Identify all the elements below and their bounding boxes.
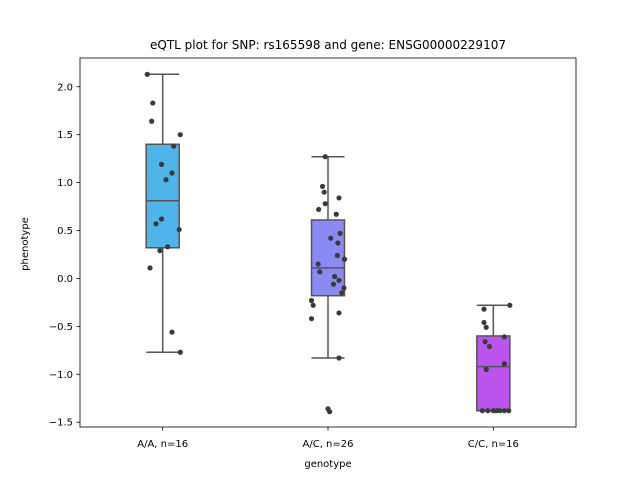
chart-title: eQTL plot for SNP: rs165598 and gene: EN… — [150, 38, 506, 52]
data-point — [315, 261, 321, 267]
data-point — [481, 306, 487, 312]
data-point — [485, 408, 491, 414]
data-point — [336, 195, 342, 201]
data-point — [339, 290, 345, 296]
data-point — [335, 240, 341, 246]
data-point — [163, 177, 169, 183]
data-point — [169, 170, 175, 176]
data-point — [332, 273, 338, 280]
x-axis-label: genotype — [304, 459, 351, 470]
data-point — [501, 408, 507, 414]
data-point — [149, 118, 155, 124]
y-axis-label: phenotype — [20, 217, 31, 271]
data-point — [507, 302, 513, 308]
data-point — [169, 329, 175, 335]
y-tick-label: 0.5 — [57, 226, 73, 237]
data-point — [147, 265, 153, 271]
data-point — [165, 244, 171, 250]
data-point — [501, 334, 507, 340]
data-point — [310, 302, 316, 308]
plot-area: 2.0 1.5 1.0 0.5 0.0 −0.5 −1.0 −1.5 A/A, n=16 A/C,… — [49, 57, 577, 450]
y-tick-label: −0.5 — [49, 322, 73, 333]
data-point — [158, 216, 165, 222]
iqr-box — [145, 143, 180, 249]
data-point — [336, 310, 342, 316]
x-tick-label: C/C, n=16 — [468, 439, 519, 450]
data-point — [482, 339, 488, 345]
y-tick-label: 2.0 — [57, 82, 73, 93]
data-point — [341, 256, 348, 262]
x-tick-label: A/A, n=16 — [137, 439, 188, 450]
data-point — [483, 324, 489, 330]
data-point — [479, 408, 485, 414]
data-point — [158, 161, 165, 167]
data-point — [157, 248, 163, 254]
data-point — [176, 226, 182, 233]
y-tick-label: 1.0 — [57, 178, 73, 189]
data-point — [144, 71, 150, 77]
data-point — [483, 366, 489, 373]
data-point — [333, 211, 339, 217]
data-point — [336, 355, 342, 361]
data-point — [328, 235, 334, 241]
data-point — [308, 297, 315, 304]
data-point — [321, 189, 327, 195]
data-point — [317, 269, 323, 275]
data-point — [177, 349, 183, 355]
data-point — [506, 408, 512, 414]
data-point — [308, 316, 315, 322]
data-point — [337, 230, 343, 236]
data-point — [330, 281, 337, 287]
data-point — [327, 409, 333, 415]
data-point — [322, 154, 328, 160]
data-point — [150, 100, 156, 106]
data-point — [497, 408, 503, 414]
data-point — [153, 221, 159, 227]
data-point — [486, 343, 493, 350]
data-point — [322, 201, 328, 207]
data-point — [316, 206, 322, 213]
x-tick-label: A/C, n=26 — [303, 439, 354, 450]
y-tick-label: −1.5 — [49, 418, 73, 429]
data-point — [334, 252, 340, 259]
iqr-box — [476, 335, 511, 412]
data-point — [481, 319, 487, 326]
data-point — [336, 277, 342, 283]
data-point — [501, 361, 507, 367]
data-point — [319, 183, 326, 190]
data-point — [171, 143, 177, 149]
data-point — [177, 132, 183, 138]
y-tick-label: 1.5 — [57, 130, 73, 141]
data-point — [341, 285, 347, 291]
y-tick-label: 0.0 — [57, 274, 73, 285]
y-tick-label: −1.0 — [49, 370, 73, 381]
